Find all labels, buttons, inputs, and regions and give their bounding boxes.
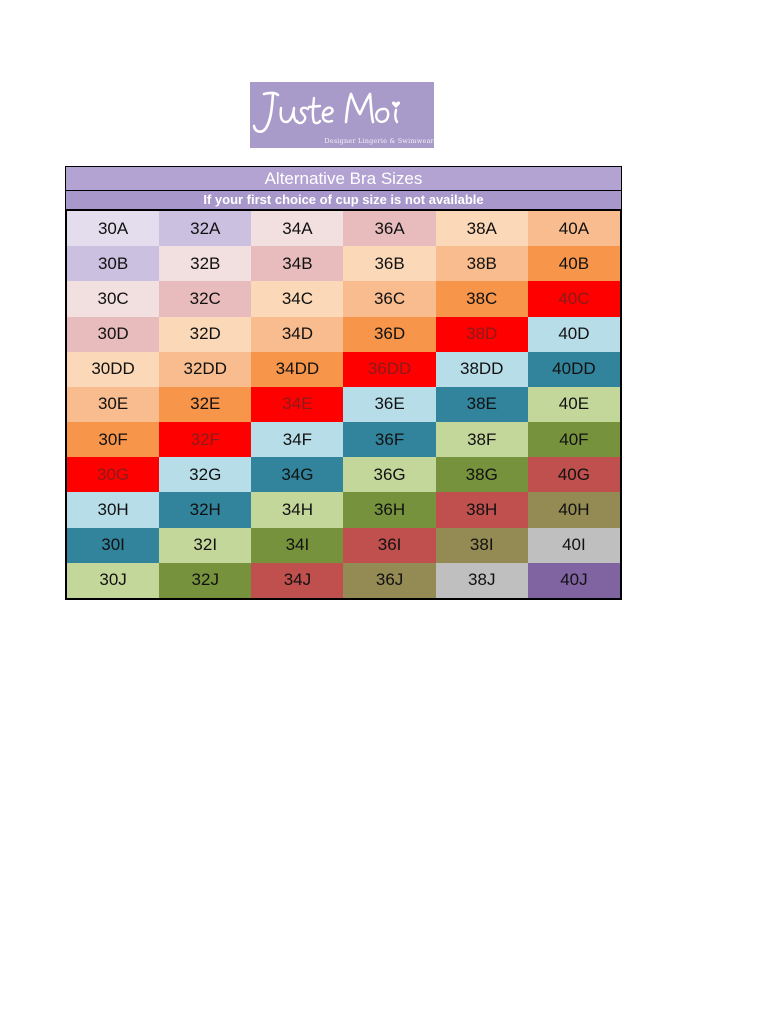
size-cell: 34H (251, 492, 344, 528)
size-cell: 36C (343, 281, 436, 317)
size-cell: 36I (343, 527, 436, 563)
size-cell: 36E (343, 386, 436, 423)
size-cell: 32I (159, 527, 252, 563)
logo-wordmark-icon (252, 91, 401, 133)
size-cell: 38I (435, 527, 528, 563)
size-cell: 34F (251, 422, 344, 458)
size-cell: 38H (435, 492, 528, 528)
size-cell: 38F (435, 422, 528, 458)
size-cell: 40I (527, 527, 620, 563)
size-cell: 38J (435, 562, 528, 598)
size-cell: 40B (527, 246, 620, 282)
size-cell: 36F (343, 422, 436, 458)
size-cell: 30I (67, 527, 160, 563)
size-cell: 32G (159, 457, 252, 493)
logo-tagline: Designer Lingerie & Swimwear (324, 137, 434, 145)
size-cell: 32D (159, 316, 252, 352)
size-cell: 36B (343, 246, 436, 282)
size-cell: 32DD (159, 351, 252, 387)
size-cell: 38B (435, 246, 528, 282)
size-cell: 36H (343, 492, 436, 528)
size-cell: 36DD (343, 351, 436, 387)
size-cell: 40G (527, 457, 620, 493)
size-cell: 34B (251, 246, 344, 282)
size-cell: 34I (251, 527, 344, 563)
size-cell: 30A (67, 211, 160, 247)
size-cell: 40H (527, 492, 620, 528)
size-cell: 32H (159, 492, 252, 528)
size-cell: 34C (251, 281, 344, 317)
size-cell: 38E (435, 386, 528, 423)
size-cell: 32C (159, 281, 252, 317)
size-cell: 34D (251, 316, 344, 352)
size-grid: 30A 32A 34A 36A 38A 40A 30B 32B 34B 36B 38B 40B 30C 3… (65, 209, 622, 600)
size-cell: 40F (527, 422, 620, 458)
size-cell: 32J (159, 562, 252, 598)
size-cell: 38G (435, 457, 528, 493)
table-subtitle: If your first choice of cup size is not … (65, 190, 622, 209)
brand-logo: Designer Lingerie & Swimwear (250, 82, 434, 148)
size-cell: 34J (251, 562, 344, 598)
size-cell: 32A (159, 211, 252, 247)
size-cell: 40DD (527, 351, 620, 387)
size-cell: 30DD (67, 351, 160, 387)
size-cell: 30D (67, 316, 160, 352)
size-cell: 30J (67, 562, 160, 598)
size-cell: 38D (435, 316, 528, 352)
size-cell: 40A (527, 211, 620, 247)
size-cell: 36A (343, 211, 436, 247)
size-cell: 36J (343, 562, 436, 598)
size-cell: 34A (251, 211, 344, 247)
size-cell: 32B (159, 246, 252, 282)
size-cell: 40J (527, 562, 620, 598)
size-cell: 30H (67, 492, 160, 528)
size-cell: 32E (159, 386, 252, 423)
size-cell: 34E (251, 386, 344, 423)
size-cell: 30E (67, 386, 160, 423)
size-cell: 30B (67, 246, 160, 282)
size-cell: 34DD (251, 351, 344, 387)
size-cell: 36D (343, 316, 436, 352)
table-title: Alternative Bra Sizes (65, 166, 622, 190)
size-cell: 38C (435, 281, 528, 317)
size-cell: 30C (67, 281, 160, 317)
size-cell: 34G (251, 457, 344, 493)
size-cell: 38A (435, 211, 528, 247)
size-cell: 40E (527, 386, 620, 423)
size-cell: 30F (67, 422, 160, 458)
size-cell: 40C (527, 281, 620, 317)
size-cell: 38DD (435, 351, 528, 387)
size-cell: 30G (67, 457, 160, 493)
size-cell: 36G (343, 457, 436, 493)
size-cell: 32F (159, 422, 252, 458)
bra-size-table: Alternative Bra Sizes If your first choi… (65, 166, 622, 600)
size-cell: 40D (527, 316, 620, 352)
